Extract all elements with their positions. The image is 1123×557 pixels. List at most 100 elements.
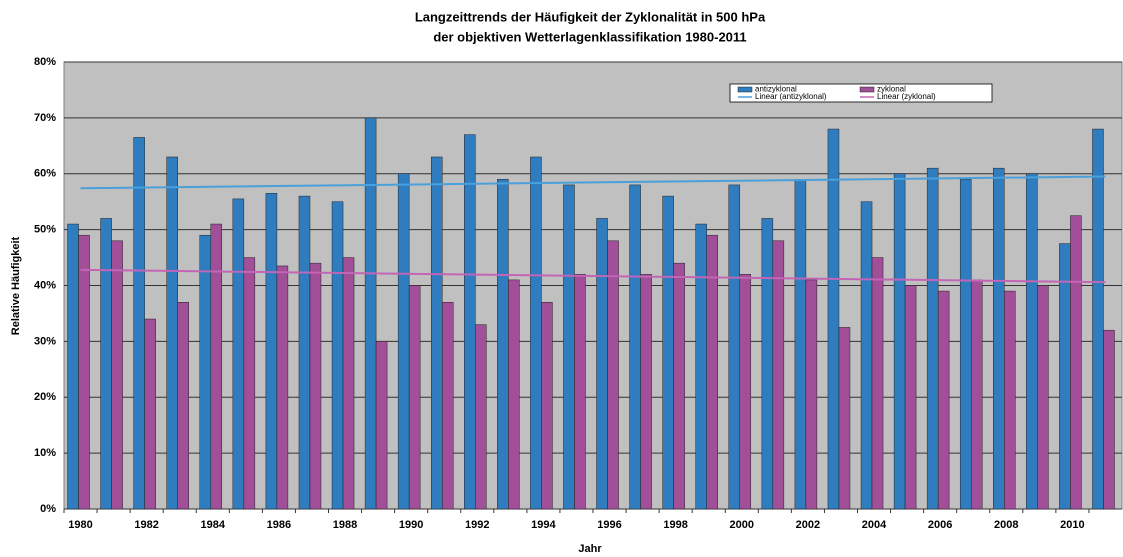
y-tick-label: 10% <box>34 447 56 459</box>
x-tick-label: 1992 <box>465 519 489 531</box>
bar <box>607 240 619 510</box>
x-tick-label: 1982 <box>134 519 158 531</box>
bar <box>497 179 509 510</box>
y-tick-label: 70% <box>34 112 56 124</box>
bar <box>342 257 355 510</box>
bar <box>331 201 344 510</box>
x-tick-label: 1986 <box>267 519 291 531</box>
legend-label: zyklonal <box>877 85 906 94</box>
bar <box>904 285 917 510</box>
bar <box>232 198 245 510</box>
bar <box>926 167 939 510</box>
bar <box>309 262 322 510</box>
chart-subtitle: der objektiven Wetterlagenklassifikation… <box>433 29 746 44</box>
bar <box>993 167 1005 510</box>
bar <box>243 257 256 510</box>
x-tick-label: 1998 <box>663 519 687 531</box>
bar <box>430 156 443 510</box>
bar <box>629 184 641 510</box>
x-tick-label: 1994 <box>531 519 556 531</box>
bar <box>276 265 289 510</box>
x-axis-label: Jahr <box>578 543 602 555</box>
bar <box>772 240 785 510</box>
trend-line <box>80 268 1106 284</box>
legend <box>729 83 993 103</box>
x-tick-label: 2008 <box>994 519 1018 531</box>
bar <box>265 193 278 510</box>
legend-swatch <box>737 86 753 93</box>
legend-label: Linear (antizyklonal) <box>755 92 827 101</box>
bar <box>364 117 377 510</box>
bar <box>970 279 983 510</box>
x-tick-label: 1988 <box>333 519 357 531</box>
y-tick-label: 20% <box>34 391 56 403</box>
bar <box>144 318 156 510</box>
x-tick-label: 1996 <box>597 519 621 531</box>
bar <box>706 234 718 510</box>
legend-label: antizyklonal <box>755 85 797 94</box>
legend-swatch <box>859 86 875 93</box>
bar <box>67 223 79 510</box>
y-tick-label: 30% <box>34 335 56 347</box>
y-tick-label: 0% <box>40 503 56 515</box>
bar <box>563 184 575 510</box>
bar <box>397 173 410 510</box>
bar <box>838 327 851 510</box>
bar <box>133 137 145 510</box>
bar <box>78 234 90 510</box>
x-tick-label: 1980 <box>68 519 92 531</box>
bar <box>893 173 906 510</box>
bar <box>508 279 520 510</box>
bar <box>739 274 752 510</box>
bar <box>662 195 674 510</box>
bar <box>596 218 608 510</box>
y-tick-label: 40% <box>34 279 56 291</box>
bar <box>408 285 421 510</box>
bar <box>100 218 112 510</box>
bar <box>1037 285 1049 510</box>
bar <box>871 257 884 510</box>
bar <box>640 274 652 510</box>
bar <box>794 179 807 510</box>
x-tick-label: 2000 <box>730 519 754 531</box>
y-tick-label: 50% <box>34 224 56 236</box>
chart-title: Langzeittrends der Häufigkeit der Zyklon… <box>415 9 766 24</box>
bar <box>1004 290 1016 510</box>
bar <box>761 218 774 510</box>
bar <box>673 262 685 510</box>
bar <box>805 279 818 510</box>
bar <box>298 195 311 510</box>
bar <box>695 223 707 510</box>
bar <box>1059 243 1071 510</box>
bar <box>860 201 873 510</box>
y-tick-label: 60% <box>34 168 56 180</box>
bar <box>375 341 388 510</box>
x-tick-label: 1990 <box>399 519 423 531</box>
bar <box>574 274 586 510</box>
bar <box>464 134 476 510</box>
x-tick-label: 2010 <box>1060 519 1084 531</box>
bar <box>1092 128 1104 510</box>
bar <box>199 234 212 510</box>
x-tick-label: 2002 <box>796 519 820 531</box>
bar <box>1070 215 1082 510</box>
trend-line <box>80 175 1106 190</box>
bar <box>541 302 553 510</box>
bar <box>166 156 178 510</box>
bar <box>937 290 950 510</box>
y-axis-label: Relative Häufigkeit <box>10 236 22 335</box>
bar <box>1026 173 1038 510</box>
bar <box>530 156 542 510</box>
y-tick-label: 80% <box>34 56 56 68</box>
bar <box>959 179 972 510</box>
bar <box>177 302 189 510</box>
bar <box>441 302 454 510</box>
x-tick-label: 1984 <box>201 519 226 531</box>
bar <box>728 184 741 510</box>
bar <box>210 223 223 510</box>
x-tick-label: 2004 <box>862 519 887 531</box>
bar <box>111 240 123 510</box>
bar <box>475 324 487 510</box>
bar <box>1103 329 1115 510</box>
x-tick-label: 2006 <box>928 519 952 531</box>
